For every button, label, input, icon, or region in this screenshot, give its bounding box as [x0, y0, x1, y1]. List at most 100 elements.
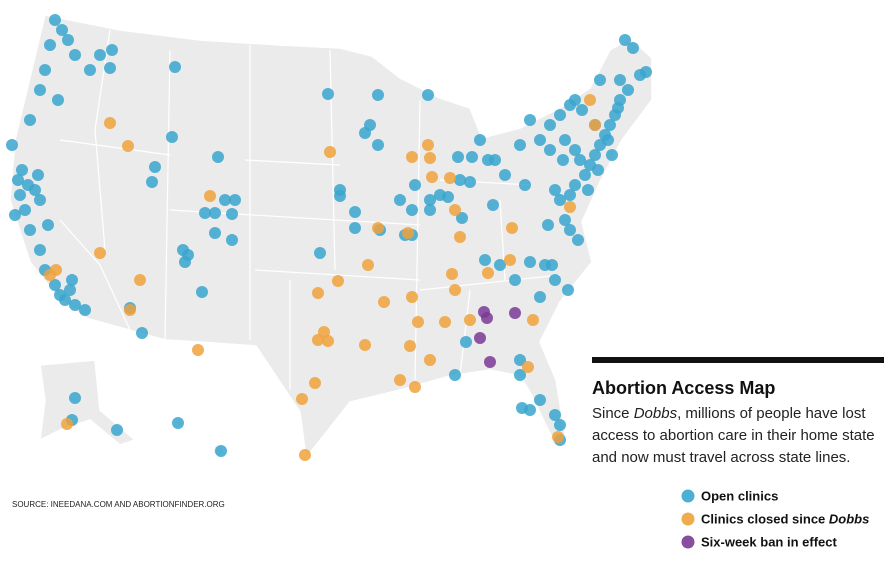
clinic-dot [449, 204, 461, 216]
clinic-dot [449, 284, 461, 296]
clinic-dot [519, 179, 531, 191]
legend-label: Open clinics [701, 489, 778, 504]
clinic-dot [394, 374, 406, 386]
clinic-dot [564, 224, 576, 236]
clinic-dot [569, 144, 581, 156]
clinic-dot [24, 224, 36, 236]
legend-text: Clinics closed since [701, 512, 829, 527]
clinic-dot [606, 149, 618, 161]
clinic-dot [32, 169, 44, 181]
clinic-dot [378, 296, 390, 308]
clinic-dot [134, 274, 146, 286]
description-text: Since [592, 405, 634, 422]
clinic-dot [474, 134, 486, 146]
clinic-dot [439, 316, 451, 328]
clinic-dot [584, 94, 596, 106]
clinic-dot [549, 409, 561, 421]
clinic-dot [474, 332, 486, 344]
clinic-dot [554, 419, 566, 431]
description-text: Dobbs [634, 405, 678, 422]
clinic-dot [489, 154, 501, 166]
clinic-dot [579, 169, 591, 181]
clinic-dot [594, 74, 606, 86]
clinic-dot [215, 445, 227, 457]
clinic-dot [39, 64, 51, 76]
clinic-dot [444, 172, 456, 184]
clinic-dot [61, 418, 73, 430]
clinic-dot [229, 194, 241, 206]
clinic-dot [196, 286, 208, 298]
clinic-dot [484, 356, 496, 368]
clinic-dot [34, 244, 46, 256]
legend-swatch [681, 489, 695, 503]
clinic-dot [499, 169, 511, 181]
clinic-dot [481, 312, 493, 324]
clinic-dot [349, 222, 361, 234]
clinic-dot [299, 449, 311, 461]
clinic-dot [426, 171, 438, 183]
clinic-dot [424, 354, 436, 366]
clinic-dot [552, 431, 564, 443]
clinic-dot [406, 151, 418, 163]
clinic-dot [460, 336, 472, 348]
clinic-dot [359, 339, 371, 351]
clinic-dot [424, 194, 436, 206]
clinic-dot [559, 214, 571, 226]
legend: Open clinics Clinics closed since Dobbs Si… [681, 489, 869, 550]
clinic-dot [534, 134, 546, 146]
clinic-dot [42, 219, 54, 231]
clinic-dot [62, 34, 74, 46]
clinic-dot [104, 62, 116, 74]
clinic-dot [422, 89, 434, 101]
clinic-dot [322, 88, 334, 100]
clinic-dot [226, 234, 238, 246]
clinic-dot [372, 89, 384, 101]
clinic-dot [622, 84, 634, 96]
map [9, 14, 653, 460]
clinic-dot [394, 194, 406, 206]
title: Abortion Access Map [592, 378, 775, 398]
clinic-dot [576, 104, 588, 116]
clinic-dot [34, 194, 46, 206]
clinic-dot [149, 161, 161, 173]
legend-text: Six-week ban in effect [701, 535, 837, 550]
clinic-dot [569, 179, 581, 191]
clinic-dot [312, 287, 324, 299]
clinic-dot [9, 209, 21, 221]
description-text: and now must travel across state lines. [592, 449, 850, 466]
clinic-dot [209, 227, 221, 239]
clinic-dot [409, 381, 421, 393]
clinic-dot [226, 208, 238, 220]
clinic-dot [582, 184, 594, 196]
clinic-dot [524, 256, 536, 268]
clinic-dot [534, 291, 546, 303]
description-line: access to abortion care in their home st… [592, 427, 875, 444]
legend-label: Six-week ban in effect [701, 535, 837, 550]
clinic-dot [52, 94, 64, 106]
clinic-dot [456, 212, 468, 224]
clinic-dot [406, 291, 418, 303]
clinic-dot [84, 64, 96, 76]
clinic-dot [589, 119, 601, 131]
clinic-dot [69, 49, 81, 61]
clinic-dot [562, 284, 574, 296]
clinic-dot [434, 189, 446, 201]
clinic-dot [324, 146, 336, 158]
clinic-dot [14, 189, 26, 201]
clinic-dot [322, 335, 334, 347]
clinic-dot [22, 179, 34, 191]
clinic-dot [619, 34, 631, 46]
legend-emphasis: Dobbs [829, 512, 869, 527]
clinic-dot [509, 274, 521, 286]
legend-text: Open clinics [701, 489, 778, 504]
clinic-dot [106, 44, 118, 56]
description: Since Dobbs, millions of people have los… [592, 405, 875, 466]
clinic-dot [312, 334, 324, 346]
clinic-dot [359, 127, 371, 139]
clinic-dot [199, 207, 211, 219]
clinic-dot [514, 354, 526, 366]
clinic-dot [524, 114, 536, 126]
clinic-dot [509, 307, 521, 319]
clinic-dot [479, 254, 491, 266]
